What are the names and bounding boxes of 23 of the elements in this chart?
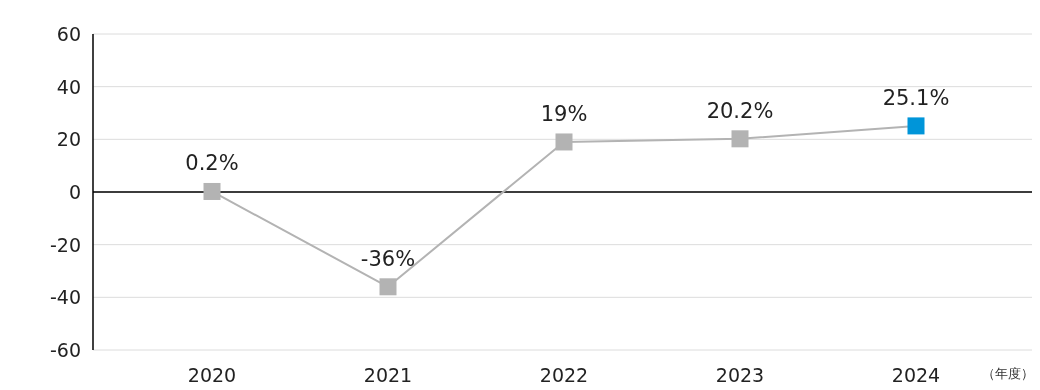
- x-tick-label: 2021: [363, 364, 413, 386]
- y-tick-label: -20: [49, 233, 81, 256]
- point: [731, 130, 749, 148]
- data-label: 19%: [540, 101, 588, 126]
- y-tick-label: -40: [49, 286, 81, 309]
- x-tick-label: 2022: [539, 364, 589, 386]
- x-tick-label: 2020: [187, 364, 237, 386]
- x-tick-label: 2024: [891, 364, 941, 386]
- y-tick-label: 40: [56, 75, 81, 98]
- point: [379, 278, 397, 296]
- y-tick-label: 60: [56, 23, 81, 45]
- point: [555, 133, 573, 151]
- point: [907, 117, 925, 135]
- data-label: 0.2%: [185, 151, 239, 176]
- data-label: 20.2%: [706, 98, 774, 123]
- x-tick-label: 2023: [715, 364, 765, 386]
- y-tick-label: 20: [56, 128, 81, 151]
- y-tick-label: 0: [68, 181, 81, 203]
- x-axis-title: （年度）: [982, 366, 1034, 381]
- data-label: 25.1%: [882, 85, 950, 110]
- point: [203, 182, 221, 200]
- data-label: -36%: [360, 246, 416, 271]
- y-tick-label: -60: [49, 339, 81, 361]
